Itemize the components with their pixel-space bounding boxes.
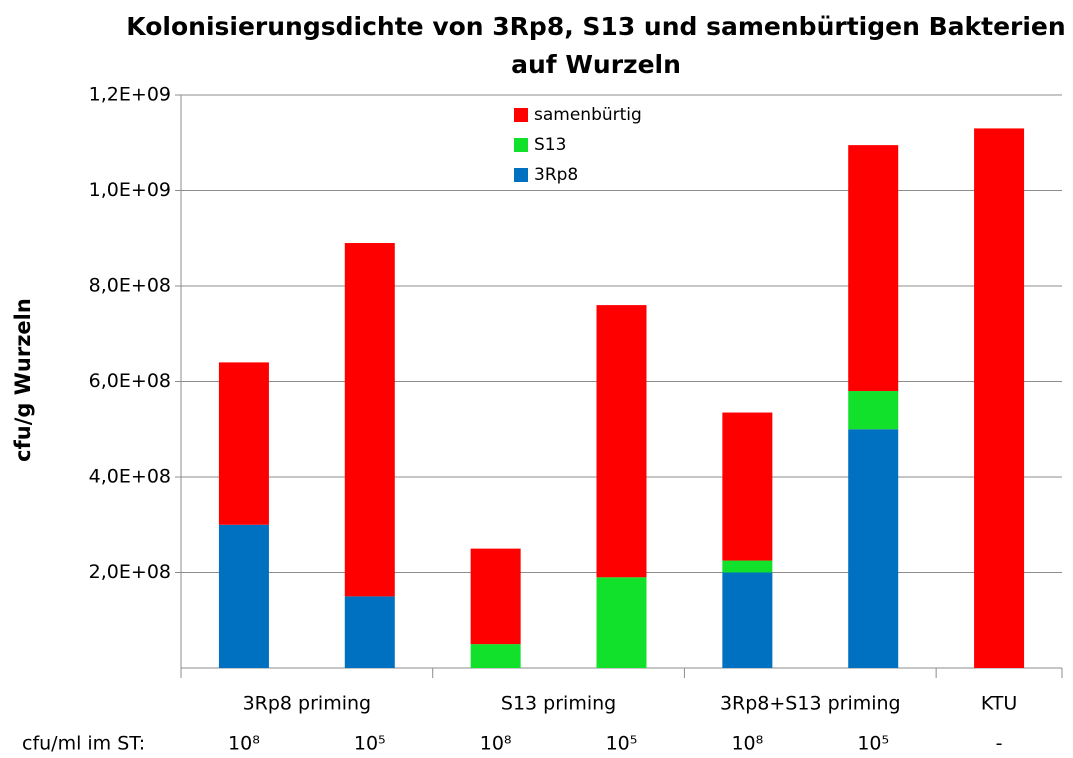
x-tick-label: 10⁸ xyxy=(731,733,763,755)
bar-segment xyxy=(470,644,521,668)
bar-segment xyxy=(848,145,899,392)
chart-title: Kolonisierungsdichte von 3Rp8, S13 und s… xyxy=(126,12,1065,41)
bar-segment xyxy=(596,577,647,668)
group-label: S13 priming xyxy=(501,693,616,715)
x-tick-label: 10⁵ xyxy=(606,733,638,755)
bar-segment xyxy=(596,305,647,578)
bar-segment xyxy=(344,243,395,597)
bar-segment xyxy=(344,596,395,668)
group-label: 3Rp8 priming xyxy=(243,693,372,715)
group-label: 3Rp8+S13 priming xyxy=(720,693,901,715)
legend-label: 3Rp8 xyxy=(534,165,578,185)
y-axis-label: cfu/g Wurzeln xyxy=(11,298,35,462)
x-tick-label: 10⁵ xyxy=(857,733,889,755)
y-tick-label: 1,0E+09 xyxy=(89,179,171,201)
y-tick-label: 6,0E+08 xyxy=(89,370,171,392)
bar-segment xyxy=(848,391,899,430)
y-tick-label: 1,2E+09 xyxy=(89,84,171,106)
y-tick-label: 4,0E+08 xyxy=(89,466,171,488)
x-tick-label: - xyxy=(996,733,1003,755)
legend-swatch xyxy=(514,168,528,182)
y-tick-label: 8,0E+08 xyxy=(89,275,171,297)
group-label: KTU xyxy=(981,693,1018,715)
x-tick-label: 10⁵ xyxy=(354,733,386,755)
legend-swatch xyxy=(514,108,528,122)
legend-label: samenbürtig xyxy=(534,105,642,125)
x-tick-label: 10⁸ xyxy=(480,733,512,755)
chart-title: auf Wurzeln xyxy=(511,50,681,79)
bar-segment xyxy=(218,362,269,525)
bar-segment xyxy=(218,524,269,668)
bar-segment xyxy=(722,412,773,561)
legend-label: S13 xyxy=(534,135,566,155)
bar-segment xyxy=(722,572,773,668)
y-tick-label: 2,0E+08 xyxy=(89,561,171,583)
bar-segment xyxy=(974,128,1025,669)
x-row-label: cfu/ml im ST: xyxy=(22,733,145,755)
x-tick-label: 10⁸ xyxy=(228,733,260,755)
legend-swatch xyxy=(514,138,528,152)
bar-segment xyxy=(722,560,773,573)
bar-segment xyxy=(848,429,899,668)
bar-segment xyxy=(470,548,521,645)
